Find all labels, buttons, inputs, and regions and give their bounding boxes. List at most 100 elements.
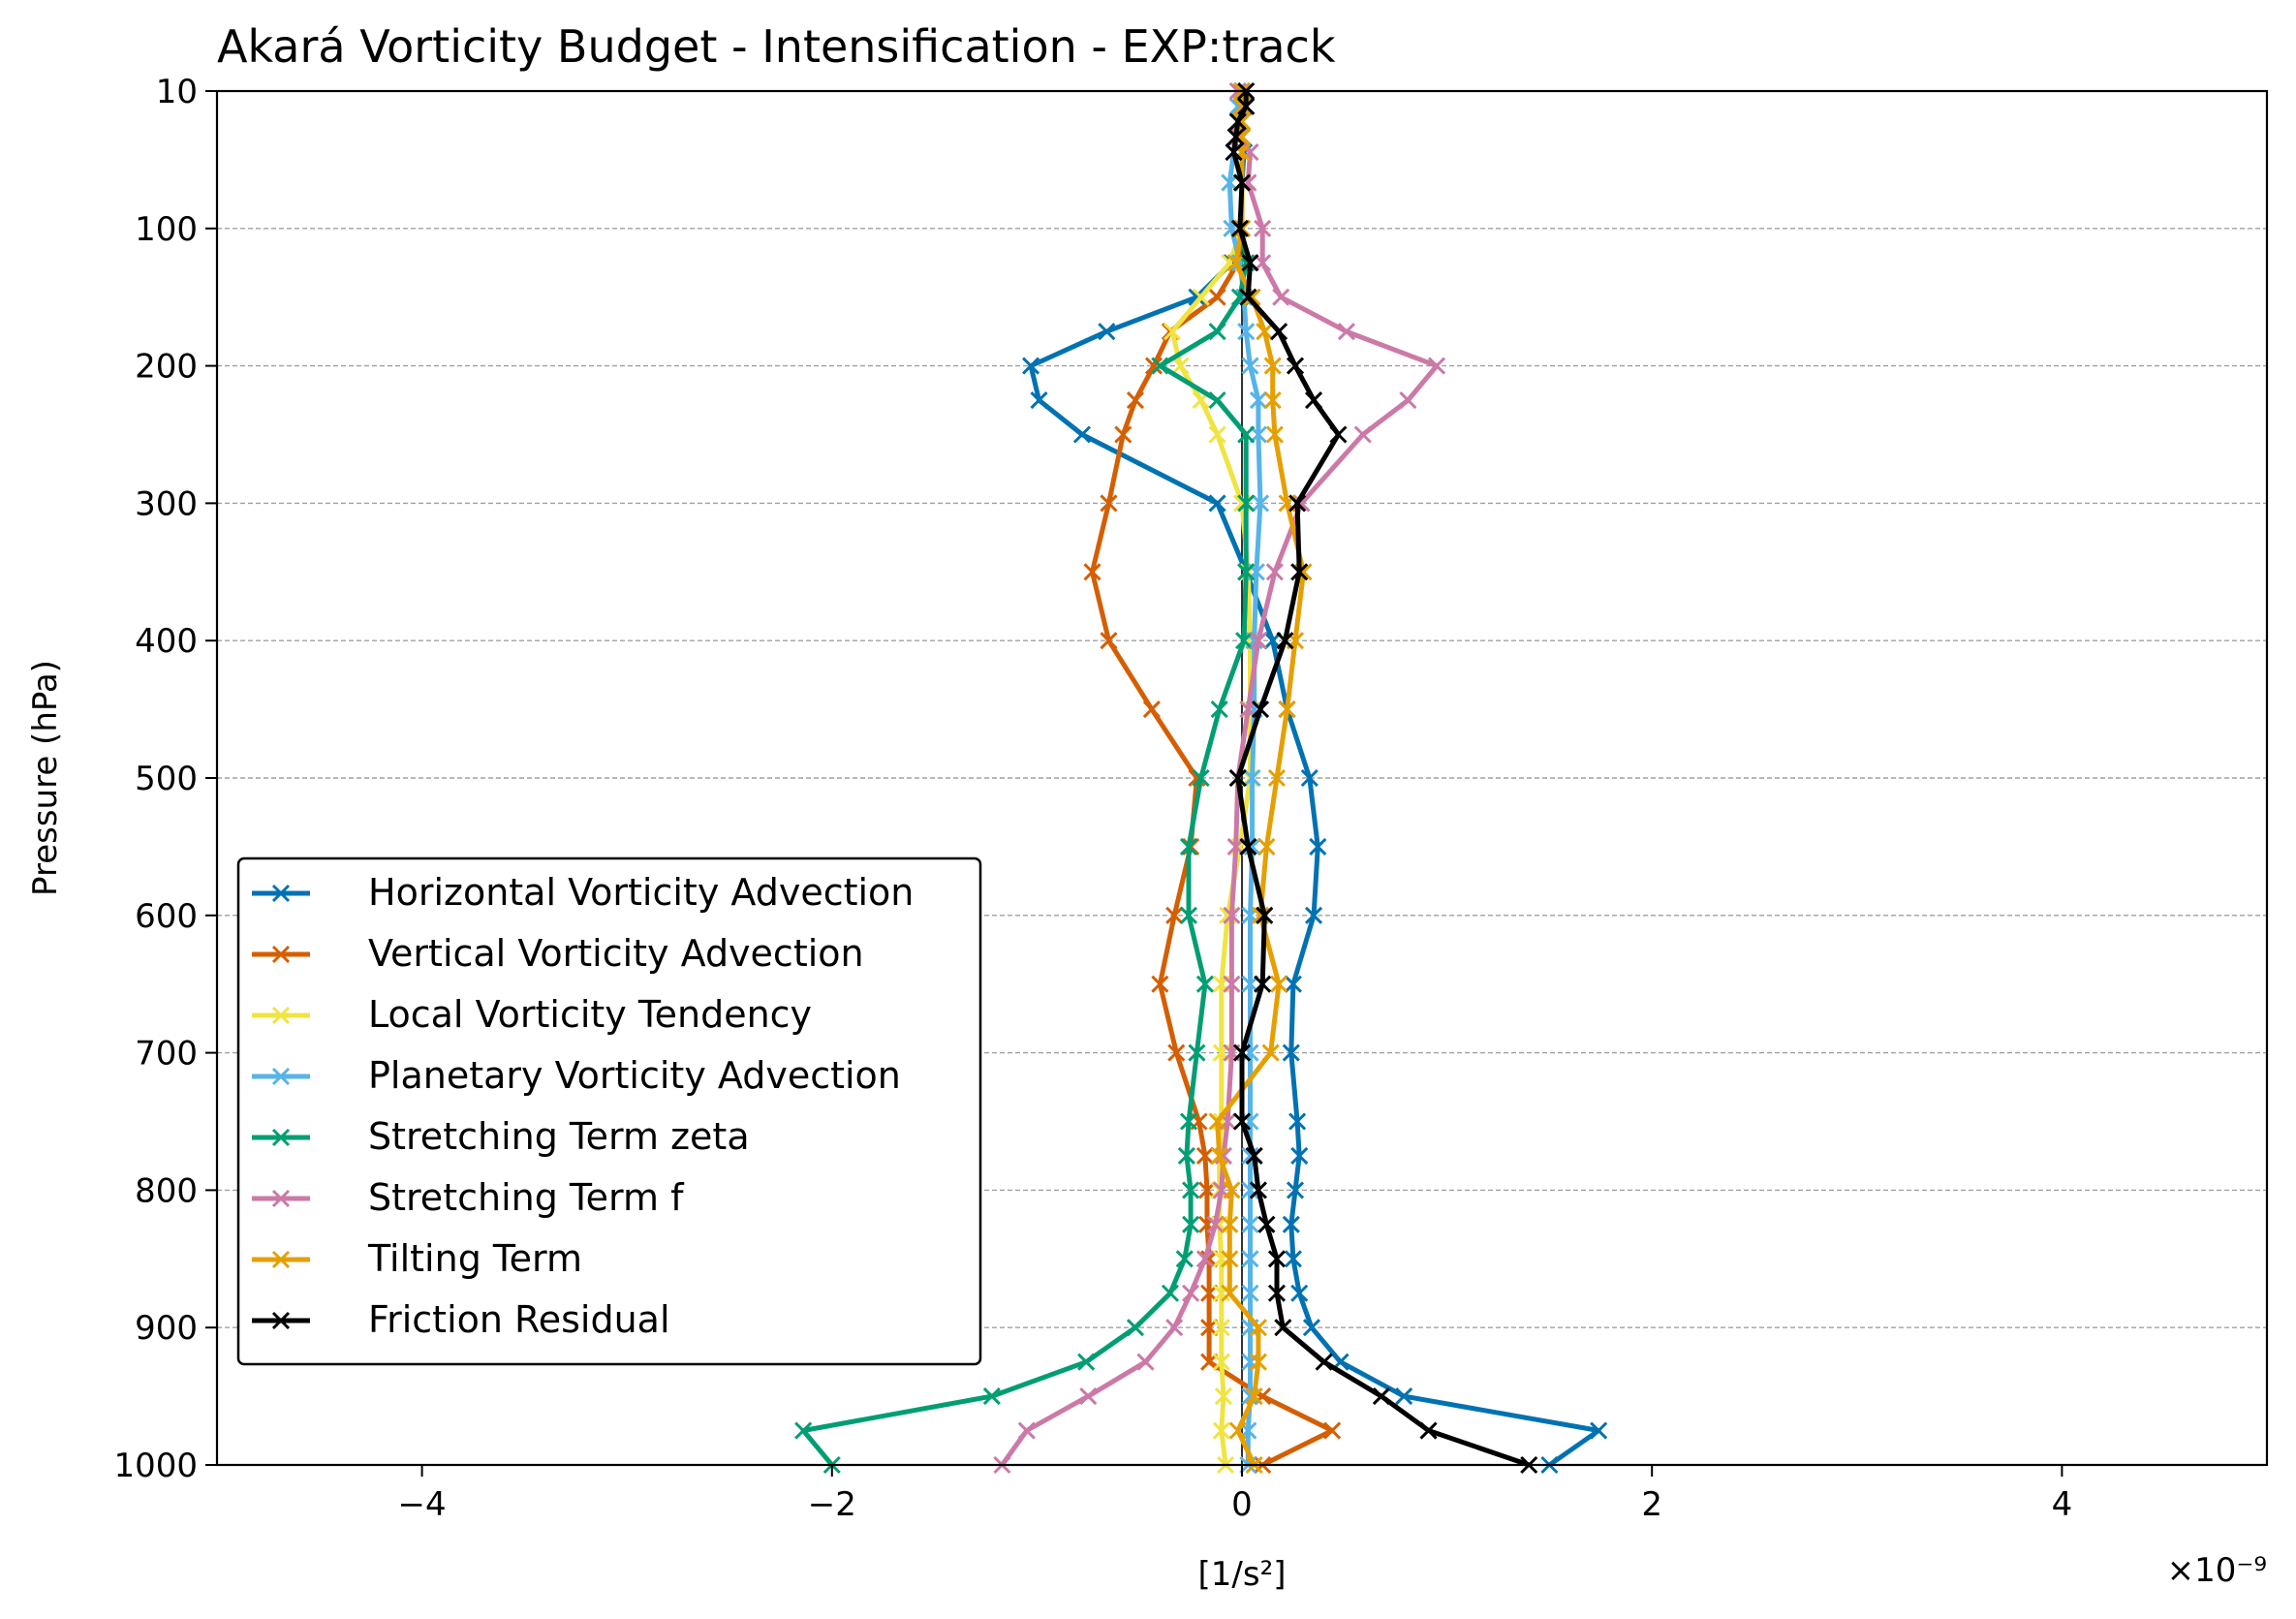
data-point-marker [1274,1319,1292,1337]
data-point-marker [1151,975,1169,993]
legend-label: Stretching Term f [368,1176,685,1219]
data-point-marker [1257,1215,1276,1233]
data-point-marker [1182,1181,1200,1199]
data-point-marker [1282,1215,1300,1233]
data-point-marker [1290,563,1309,581]
data-point-marker [1212,1319,1230,1337]
data-point-marker [1329,425,1348,444]
data-point-marker [1245,1387,1263,1406]
data-point-marker [1237,323,1256,341]
legend-item: Tilting Term [252,1237,582,1280]
data-point-marker [1223,1181,1241,1199]
data-point-marker [1256,323,1274,341]
y-tick-label: 800 [135,1171,198,1210]
data-point-marker [1226,128,1245,146]
data-point-marker [1267,1284,1287,1302]
data-point-marker [1590,1421,1608,1440]
y-axis-label: Pressure (hPa) [26,660,65,896]
data-point-marker [1188,288,1206,306]
data-point-marker [1304,906,1323,924]
data-point-marker [1212,1353,1230,1371]
legend-marker [271,1250,291,1269]
data-point-marker [1241,142,1259,162]
data-point-marker [1245,1146,1263,1166]
data-point-marker [1241,1215,1259,1233]
data-point-marker [1100,632,1118,650]
data-point-marker [1265,563,1284,581]
data-point-marker [1021,357,1040,375]
data-point-marker [1195,975,1214,993]
data-point-marker [1182,1215,1200,1233]
data-point-marker [1212,1250,1230,1268]
y-tick-label: 100 [135,210,198,249]
data-point-marker [1257,837,1276,856]
data-point-marker [1267,1250,1287,1268]
data-point-marker [1192,288,1210,306]
y-tick-label: 300 [135,484,198,523]
data-point-marker [1372,1387,1390,1406]
data-point-marker [1249,390,1267,410]
data-point-marker [1208,323,1226,341]
legend-label: Vertical Vorticity Advection [368,932,864,975]
data-point-marker [1263,357,1282,375]
data-point-marker [1395,1387,1413,1406]
x-tick-label: −2 [808,1485,856,1524]
data-point-marker [1232,1112,1252,1131]
data-point-marker [1179,837,1198,856]
data-point-marker [1272,288,1290,306]
data-point-marker [1210,701,1228,719]
x-tick-label: 2 [1641,1485,1662,1524]
legend-label: Friction Residual [368,1298,670,1341]
data-point-marker [1309,837,1327,856]
legend-marker [271,1189,291,1208]
data-point-marker [1241,357,1259,375]
data-point-marker [1208,1112,1226,1131]
data-point-marker [1221,1215,1239,1233]
data-point-marker [1282,1043,1300,1062]
data-point-marker [1399,390,1417,410]
data-point-marker [1249,1319,1267,1337]
y-tick-label: 1000 [113,1447,198,1485]
legend-marker [271,884,291,903]
data-point-marker [1237,425,1256,444]
data-point-marker [1265,425,1284,444]
y-tick-label: 700 [135,1035,198,1074]
y-axis-ticks: 10 100 200 300 400 500 600 700 800 900 1000 [113,73,217,1485]
data-point-marker [1235,632,1254,650]
data-point-marker [1126,1319,1145,1337]
data-point-marker [1241,254,1259,272]
data-point-marker [1228,112,1247,131]
legend-marker [271,945,291,964]
data-point-marker [1304,390,1323,410]
data-point-marker [1230,219,1249,237]
data-point-marker [1151,357,1169,375]
data-point-marker [1286,357,1305,375]
legend-marker [271,1128,291,1147]
legend-item: Stretching Term zeta [252,1115,750,1158]
data-point-marker [1177,1146,1195,1166]
data-point-marker [1249,632,1267,650]
data-point-marker [1241,1250,1259,1268]
data-point-marker [982,1387,1001,1406]
data-point-marker [1017,1421,1036,1440]
data-point-marker [1290,1284,1309,1302]
legend-frame [236,856,982,1366]
data-point-marker [1249,1181,1267,1199]
data-point-marker [1300,768,1319,788]
data-point-marker [1226,254,1245,272]
chart-title: Akará Vorticity Budget - Intensification… [217,20,1336,73]
data-point-marker [1251,701,1270,719]
data-point-marker [1208,390,1226,410]
series-group [1225,81,1538,1475]
data-point-marker [1179,906,1198,924]
data-point-marker [1165,906,1184,924]
data-point-marker [1079,1387,1098,1406]
legend-label: Horizontal Vorticity Advection [368,871,914,914]
data-point-marker [1239,837,1257,856]
data-point-marker [1286,1181,1305,1199]
data-point-marker [1077,1353,1096,1371]
data-point-marker [1270,975,1288,993]
legend-item: Planetary Vorticity Advection [252,1054,901,1097]
data-point-marker [1192,768,1210,788]
